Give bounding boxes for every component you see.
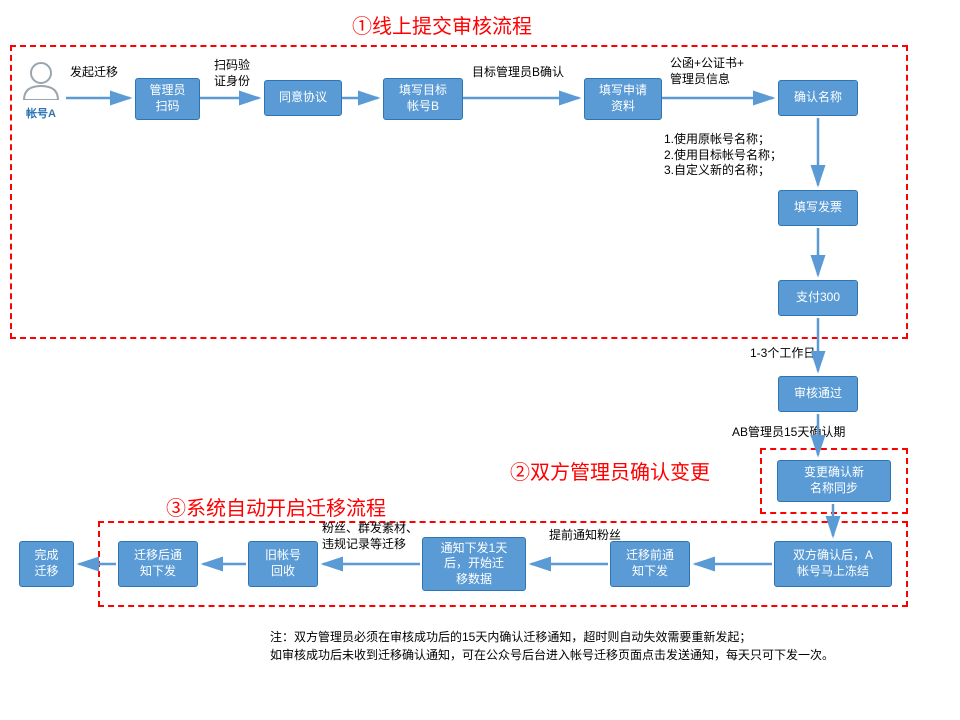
node-recycle: 旧帐号 回收 xyxy=(248,541,318,587)
title-2: ②双方管理员确认变更 xyxy=(510,456,710,485)
footnote: 注：双方管理员必须在审核成功后的15天内确认迁移通知，超时则自动失效需要重新发起… xyxy=(270,628,910,664)
node-pay: 支付300 xyxy=(778,280,858,316)
node-done: 完成 迁移 xyxy=(19,541,74,587)
node-invoice: 填写发票 xyxy=(778,190,858,226)
label-target-b-confirm: 目标管理员B确认 xyxy=(472,65,564,81)
label-name-rules: 1.使用原帐号名称； 2.使用目标帐号名称； 3.自定义新的名称； xyxy=(664,132,804,179)
avatar-account-a: 帐号A xyxy=(18,60,64,115)
node-freeze: 双方确认后，A 帐号马上冻结 xyxy=(774,541,892,587)
label-ahead: 提前通知粉丝 xyxy=(549,528,621,544)
label-workdays: 1-3个工作日 xyxy=(750,346,815,362)
node-target-b: 填写目标 帐号B xyxy=(383,78,463,120)
node-confirm-name: 确认名称 xyxy=(778,80,858,116)
title-1: ①线上提交审核流程 xyxy=(352,10,532,39)
node-admin-scan: 管理员 扫码 xyxy=(135,78,200,120)
label-ab15: AB管理员15天确认期 xyxy=(732,425,845,441)
label-scan-verify: 扫码验 证身份 xyxy=(214,58,250,89)
node-pre-notify: 迁移前通 知下发 xyxy=(610,541,690,587)
label-start: 发起迁移 xyxy=(70,65,118,81)
avatar-label: 帐号A xyxy=(18,105,64,121)
label-migrate-stuff: 粉丝、群发素材、 违规记录等迁移 xyxy=(322,521,418,552)
node-agree: 同意协议 xyxy=(264,80,342,116)
label-docs: 公函+公证书+ 管理员信息 xyxy=(670,56,744,87)
node-approved: 审核通过 xyxy=(778,376,858,412)
node-day1: 通知下发1天 后，开始迁 移数据 xyxy=(422,537,526,591)
node-apply: 填写申请 资料 xyxy=(584,78,662,120)
node-post-notify: 迁移后通 知下发 xyxy=(118,541,198,587)
title-3: ③系统自动开启迁移流程 xyxy=(166,492,386,521)
node-sync: 变更确认新 名称同步 xyxy=(777,460,891,502)
